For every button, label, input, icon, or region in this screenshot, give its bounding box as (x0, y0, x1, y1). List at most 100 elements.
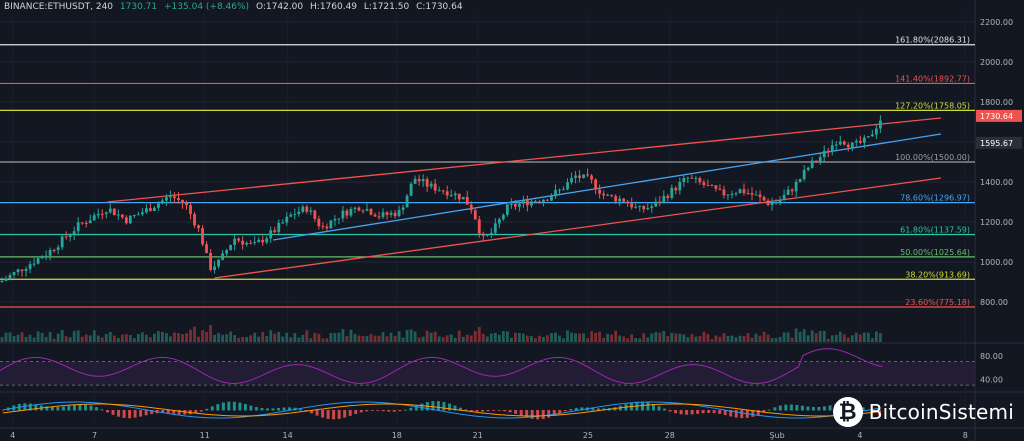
volume-bar (329, 332, 333, 342)
volume-bar (870, 338, 874, 342)
candle-body (706, 185, 710, 187)
watermark: ₿ BitcoinSistemi (832, 397, 1014, 427)
open-value: O:1742.00 (255, 2, 304, 12)
macd-hist (177, 410, 181, 415)
volume-bar (265, 336, 269, 342)
volume-bar (790, 337, 794, 342)
volume-bar (582, 333, 585, 342)
volume-bar (389, 332, 393, 342)
volume-bar (401, 337, 405, 342)
volume-bar (786, 332, 790, 342)
candle-body (48, 249, 52, 256)
candle-body (373, 214, 377, 217)
candle-body (353, 207, 357, 209)
macd-hist (172, 410, 176, 414)
volume-bar (766, 334, 770, 342)
volume-bar (734, 337, 738, 342)
volume-bar (88, 335, 92, 342)
candle-body (694, 178, 698, 180)
fib-label-8: 23.60%(775.18) (905, 298, 970, 307)
volume-bar (638, 338, 642, 342)
candle-body (497, 219, 501, 224)
volume-bar (153, 333, 156, 342)
candle-body (409, 183, 413, 196)
candle-body (405, 195, 409, 208)
candle-body (666, 195, 670, 198)
macd-hist (387, 410, 391, 412)
macd-hist (310, 410, 314, 414)
candle-body (722, 189, 726, 196)
volume-bar (662, 330, 666, 342)
time-axis[interactable]: 4 7 11 14 18 21 25 28 Şub 4 8 (10, 431, 968, 440)
macd-hist (392, 410, 396, 412)
volume-bar (590, 331, 593, 342)
volume-bar (140, 332, 144, 342)
candle-body (606, 194, 610, 196)
macd-hist (106, 410, 110, 413)
fib-label-3: 100.00%(1500.00) (895, 153, 970, 162)
candle-body (56, 247, 60, 251)
volume-bar (68, 337, 72, 342)
candle-body (778, 200, 782, 203)
volume-bar (60, 330, 64, 342)
volume-bar (409, 329, 413, 342)
candle-body (209, 252, 212, 270)
candle-body (365, 208, 369, 211)
volume-bar (144, 334, 148, 342)
candle-body (96, 213, 100, 216)
volume-bar (646, 337, 650, 342)
macd-hist (591, 407, 595, 411)
volume-bar (738, 335, 742, 342)
candle-body (0, 280, 4, 282)
volume-bar (501, 331, 505, 342)
candle-body (590, 175, 593, 180)
volume-bar (457, 330, 461, 342)
candle-body (393, 212, 397, 217)
candle-body (686, 177, 690, 179)
candle-body (602, 193, 606, 196)
macd-hist (299, 408, 303, 411)
volume-bar (297, 337, 301, 342)
candle-body (445, 191, 449, 196)
volume-bar (108, 331, 112, 342)
candle-body (177, 198, 180, 200)
volume-bar (602, 337, 606, 342)
candle-body (678, 182, 682, 191)
candle-body (120, 214, 124, 218)
x-tick-10: 8 (963, 431, 968, 440)
candle-body (20, 269, 24, 272)
volume-bar (758, 335, 762, 342)
volume-bar (481, 333, 485, 342)
volume-bar (818, 330, 822, 342)
volume-bar (149, 337, 152, 342)
volume-bar (618, 335, 622, 342)
volume-bar (754, 333, 758, 342)
macd-hist (497, 410, 501, 411)
candle-body (698, 178, 702, 183)
volume-bar (429, 332, 433, 342)
candle-body (517, 203, 521, 207)
candle-body (618, 198, 622, 202)
macd-hist (210, 406, 214, 411)
candle-body (128, 215, 132, 224)
candle-body (485, 234, 489, 236)
candle-body (566, 182, 569, 190)
candle-body (361, 210, 365, 212)
candle-body (610, 194, 614, 197)
volume-bar (8, 332, 12, 342)
volume-bar (229, 331, 233, 342)
macd-hist (492, 410, 496, 411)
volume-bar (40, 332, 44, 342)
candle-body (465, 196, 469, 205)
volume-bar (461, 336, 465, 342)
candle-body (309, 210, 313, 212)
macd-hist (458, 407, 462, 411)
candle-body (116, 214, 120, 216)
price-axis[interactable]: 2200.002000.001800.001600.001400.001200.… (976, 18, 1022, 307)
x-tick-7: 28 (665, 431, 675, 440)
volume-bar (710, 339, 714, 342)
volume-bar (854, 332, 858, 342)
candle-body (157, 203, 160, 208)
volume-bar (698, 335, 702, 342)
